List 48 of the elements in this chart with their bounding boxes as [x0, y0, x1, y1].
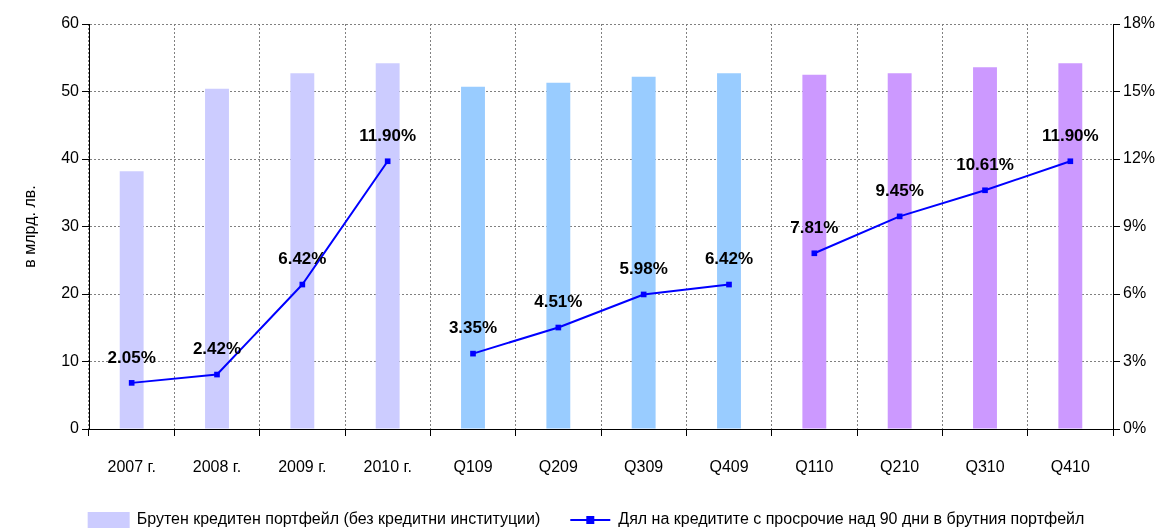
y-tick-label: 40: [61, 149, 80, 167]
y-axis-title: в млрд. лв.: [21, 185, 39, 268]
y-tick-label: 60: [61, 14, 80, 32]
x-tick-label: 2007 г.: [107, 458, 156, 476]
data-label: 11.90%: [1041, 125, 1099, 145]
y-tick-label: 30: [61, 216, 80, 234]
point: [1067, 158, 1074, 165]
data-label: 2.42%: [192, 339, 242, 359]
data-label: 6.42%: [704, 249, 754, 269]
data-label: 3.35%: [448, 318, 498, 338]
y2-tick-label: 0%: [1123, 419, 1147, 437]
x-tick-label: Q209: [538, 458, 579, 476]
y2-tick-label: 15%: [1123, 81, 1156, 99]
x-tick-label: Q410: [1050, 458, 1091, 476]
point: [726, 281, 732, 288]
x-tick-label: Q109: [453, 458, 493, 476]
y-tick-label: 50: [61, 81, 80, 99]
legend-label: Дял на кредитите с просрочие над 90 дни в брутния портфейл: [618, 510, 1085, 528]
y-tick-label: 20: [61, 284, 80, 302]
y2-tick-label: 3%: [1123, 351, 1147, 369]
x-tick-label: Q110: [795, 458, 834, 476]
point: [811, 250, 818, 257]
data-label: 7.81%: [790, 217, 839, 237]
x-tick-label: 2010 г.: [363, 458, 412, 476]
x-tick-label: Q210: [880, 458, 920, 476]
y2-tick-label: 6%: [1123, 284, 1147, 302]
point: [214, 371, 220, 378]
y2-tick-label: 18%: [1123, 14, 1156, 32]
y2-tick-label: 9%: [1123, 216, 1147, 234]
x-tick-label: Q309: [624, 458, 664, 476]
data-label: 5.98%: [619, 259, 668, 279]
data-label: 9.45%: [875, 181, 924, 201]
y-tick-label: 10: [61, 351, 80, 369]
data-label: 10.61%: [956, 154, 1014, 174]
data-label: 11.90%: [359, 125, 417, 145]
x-tick-label: Q409: [709, 458, 749, 476]
point: [982, 187, 988, 194]
x-tick-label: 2008 г.: [192, 458, 242, 476]
point: [384, 158, 391, 165]
point: [470, 350, 476, 357]
data-label: 4.51%: [534, 292, 583, 312]
data-label: 2.05%: [107, 347, 156, 367]
x-tick-label: 2009 г.: [278, 458, 327, 476]
legend-label: Брутен кредитен портфейл (без кредитни институции): [136, 510, 541, 528]
x-tick-label: Q310: [965, 458, 1005, 476]
y2-tick-label: 12%: [1123, 149, 1156, 167]
y-tick-label: 0: [70, 419, 80, 437]
point: [128, 380, 135, 386]
